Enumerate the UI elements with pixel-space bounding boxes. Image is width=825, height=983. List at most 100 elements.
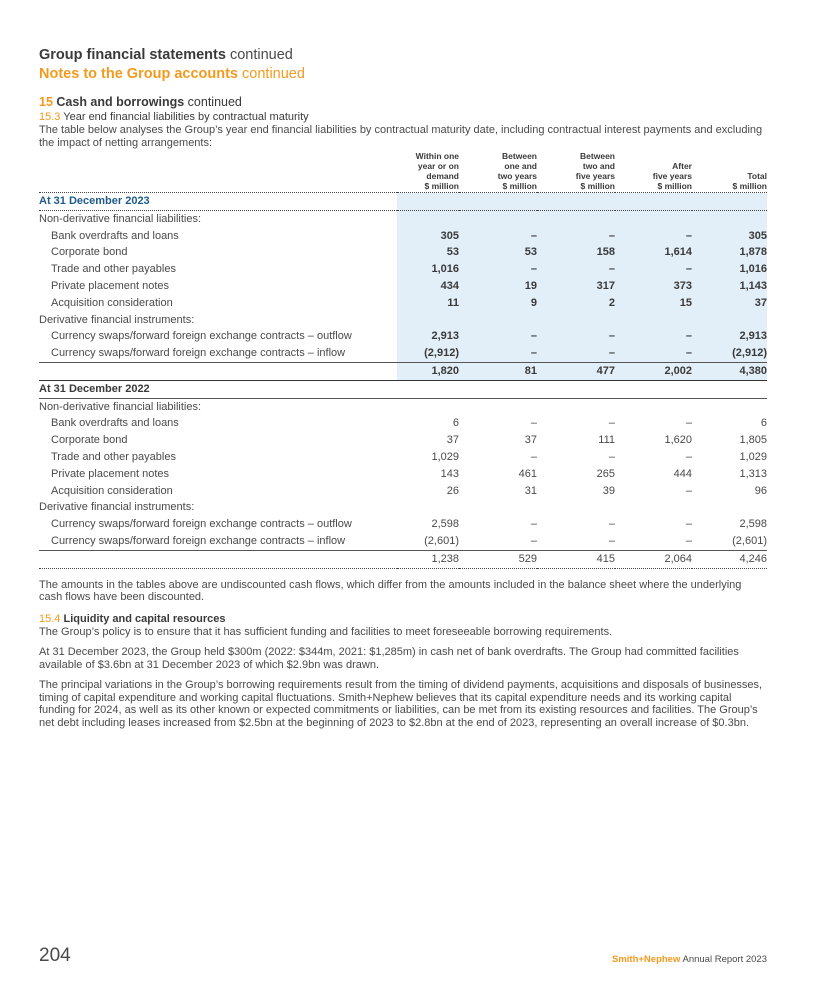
value-cell <box>615 398 692 415</box>
value-cell: 477 <box>537 362 615 381</box>
value-cell: 9 <box>459 294 537 312</box>
value-cell: 1,820 <box>397 362 459 381</box>
value-cell: 1,805 <box>739 434 767 447</box>
col-header-line: demand <box>426 171 459 181</box>
value-cell <box>537 311 615 329</box>
table-row: Private placement notes 434 19 317 373 1,143 <box>39 277 767 295</box>
col-header-line: $ million <box>580 181 615 191</box>
value-cell: – <box>615 532 692 551</box>
value-cell <box>397 192 459 211</box>
footer-brand: Smith+Nephew Annual Report 2023 <box>612 954 767 965</box>
value-cell: 1,016 <box>397 261 459 278</box>
col-header-line: $ million <box>424 181 459 191</box>
table-header-row: Within one year or on demand $ million Betw… <box>39 151 767 193</box>
value-cell <box>615 380 692 399</box>
value-cell <box>459 311 537 329</box>
row-label: At 31 December 2022 <box>39 380 397 399</box>
table-row: Private placement notes 143 461 265 444 1,313 <box>39 466 767 483</box>
value-cell: – <box>537 532 615 551</box>
total-row: 1,820 81 477 2,002 4,380 <box>39 362 767 381</box>
col-header-line: Between <box>502 151 537 161</box>
col-header-line: five years <box>652 171 692 181</box>
value-cell: 4,380 <box>692 362 767 381</box>
row-label: Private placement notes <box>51 467 170 480</box>
value-cell <box>615 499 692 516</box>
row-label: At 31 December 2023 <box>39 192 397 211</box>
subsection-154-title: Liquidity and capital resources <box>63 612 226 625</box>
row-label: Currency swaps/forward foreign exchange … <box>39 532 397 551</box>
value-cell <box>459 398 537 415</box>
value-cell: 19 <box>459 277 537 295</box>
value-cell: 305 <box>692 227 767 245</box>
table-row: Trade and other payables 1,016– – –1,016 <box>39 261 767 278</box>
value-cell <box>615 311 692 329</box>
row-label: Bank overdrafts and loans <box>51 229 179 242</box>
col-header-line: two and <box>582 161 615 171</box>
liquidity-paragraph-2: At 31 December 2023, the Group held $300… <box>39 646 739 671</box>
value-cell: 81 <box>459 362 537 381</box>
subsection-153-title: Year end financial liabilities by contra… <box>63 111 309 123</box>
value-cell: – <box>608 450 615 463</box>
value-cell: 4,246 <box>692 550 767 569</box>
value-cell <box>459 210 537 228</box>
table-row: Currency swaps/forward foreign exchange … <box>39 328 767 346</box>
value-cell: – <box>537 227 615 245</box>
report-name: Annual Report 2023 <box>682 954 767 965</box>
year-heading-row: At 31 December 2022 <box>39 380 767 399</box>
header-label-cell <box>39 151 397 193</box>
value-cell: 529 <box>459 550 537 569</box>
value-cell: 1,620 <box>664 434 692 447</box>
value-cell: 2,913 <box>397 328 459 346</box>
value-cell: – <box>608 518 615 531</box>
subsection-153-number: 15.3 <box>39 111 61 123</box>
value-cell: 1,029 <box>739 450 767 463</box>
value-cell: 1,238 <box>397 550 459 569</box>
value-cell: 373 <box>615 277 692 295</box>
subheading-suffix: continued <box>242 66 305 82</box>
value-cell <box>537 210 615 228</box>
row-label: Acquisition consideration <box>51 484 173 497</box>
value-cell: – <box>530 518 537 531</box>
value-cell: 37 <box>692 294 767 312</box>
row-label: Currency swaps/forward foreign exchange … <box>51 330 352 343</box>
brand-name: Smith+Nephew <box>611 954 681 965</box>
heading-title: Group financial statements <box>39 47 226 63</box>
value-cell: 434 <box>397 277 459 295</box>
table-row: Corporate bond 37 37 111 1,620 1,805 <box>39 432 767 449</box>
value-cell: – <box>530 417 537 430</box>
value-cell: 2,913 <box>692 328 767 346</box>
value-cell: 1,614 <box>615 244 692 262</box>
value-cell: 1,029 <box>431 450 459 463</box>
value-cell: 53 <box>397 244 459 262</box>
value-cell: – <box>685 484 692 497</box>
table-row: Acquisition consideration 26 31 39 – 96 <box>39 483 767 500</box>
col-header-line: one and <box>504 161 537 171</box>
row-label: Corporate bond <box>51 434 128 447</box>
row-label: Currency swaps/forward foreign exchange … <box>39 345 397 363</box>
value-cell: 53 <box>459 244 537 262</box>
section-title: Cash and borrowings <box>56 95 185 109</box>
subsection-153-heading: 15.3 Year end financial liabilities by c… <box>39 110 767 124</box>
value-cell: – <box>615 328 692 346</box>
value-cell: 11 <box>397 294 459 312</box>
row-label: Trade and other payables <box>51 450 176 463</box>
value-cell: – <box>459 227 537 245</box>
table-row: Currency swaps/forward foreign exchange … <box>39 532 767 551</box>
value-cell: (2,601) <box>397 532 459 551</box>
value-cell: 444 <box>673 467 692 480</box>
col-header-line: $ million <box>502 181 537 191</box>
note-after-table: The amounts in the tables above are undi… <box>39 578 742 604</box>
row-label: Corporate bond <box>51 246 128 259</box>
value-cell: 1,016 <box>692 261 767 278</box>
value-cell <box>692 311 767 329</box>
col-header-line: $ million <box>657 181 692 191</box>
subsection-154-number: 15.4 <box>39 612 61 625</box>
value-cell <box>615 192 692 211</box>
col-header-after-five-years: After five years $ million <box>615 151 692 193</box>
table-row: Corporate bond 53 53 158 1,614 1,878 <box>39 244 767 262</box>
value-cell: (2,912) <box>692 345 767 363</box>
value-cell: – <box>459 261 537 278</box>
liquidity-paragraph-1: The Group’s policy is to ensure that it … <box>39 625 613 638</box>
value-cell <box>397 398 459 415</box>
value-cell: – <box>537 345 615 363</box>
